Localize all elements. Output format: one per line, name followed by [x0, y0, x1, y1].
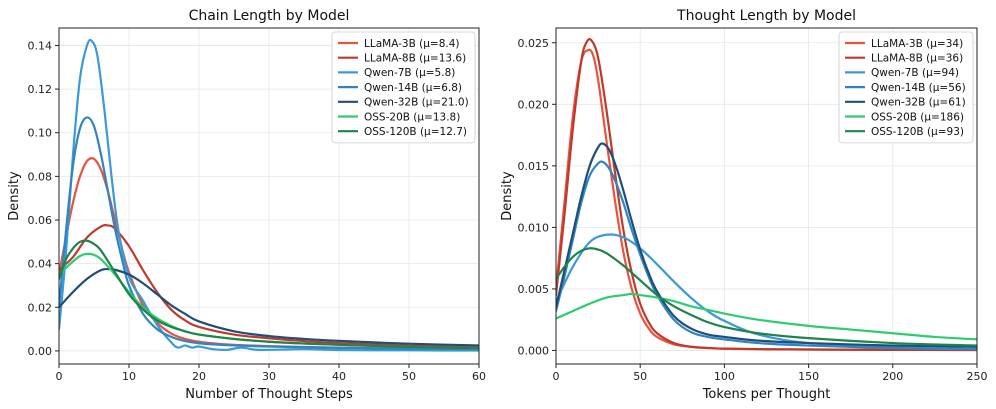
x-tick-label: 150 [798, 370, 819, 383]
x-tick-label: 60 [472, 370, 486, 383]
chart-title: Thought Length by Model [676, 8, 856, 24]
chart-1: 0 10 20 30 40 50 60 0.00 0.02 0.04 0.06 0.08 0.10 0.1… [7, 8, 486, 402]
legend-entry: LLaMA-3B (μ=8.4) [364, 38, 460, 50]
series-line-llama-8b [59, 224, 479, 349]
y-tick-label: 0.005 [518, 283, 550, 296]
y-tick-label: 0.14 [28, 39, 53, 52]
legend-entry: OSS-120B (μ=12.7) [364, 126, 467, 138]
x-axis-label: Number of Thought Steps [185, 387, 353, 402]
legend-box [838, 31, 974, 144]
y-tick-label: 0.12 [28, 83, 53, 96]
x-tick-label: 40 [332, 370, 346, 383]
x-tick-label: 200 [882, 370, 903, 383]
y-tick-label: 0.00 [28, 345, 53, 358]
axes-frame [555, 27, 978, 365]
legend-box [331, 31, 476, 144]
legend-entry: Qwen-14B (μ=56) [871, 82, 966, 94]
legend-entry: Qwen-32B (μ=61) [871, 97, 966, 109]
series-line-oss-20b [556, 292, 977, 341]
series-line-qwen-14b [556, 160, 977, 351]
x-axis-label: Tokens per Thought [702, 387, 831, 402]
y-tick-label: 0.10 [28, 127, 53, 140]
legend-entry: LLaMA-8B (μ=36) [871, 53, 963, 65]
y-axis-label: Density [500, 171, 515, 221]
series-line-qwen-14b [59, 116, 479, 351]
x-tick-label: 20 [192, 370, 206, 383]
series-line-qwen-7b [59, 38, 479, 352]
series-line-qwen-32b [556, 142, 977, 348]
series-line-llama-8b [556, 37, 977, 352]
legend: LLaMA-3B (μ=34) LLaMA-8B (μ=36) Qwen-7B (μ… [838, 31, 974, 144]
x-tick-label: 250 [967, 370, 988, 383]
y-tick-label: 0.06 [28, 214, 53, 227]
y-tick-label: 0.025 [518, 37, 550, 50]
y-tick-label: 0.08 [28, 170, 53, 183]
y-tick-label: 0.02 [28, 301, 53, 314]
x-tick-label: 0 [553, 370, 560, 383]
y-tick-label: 0.020 [518, 98, 550, 111]
legend-entry: OSS-20B (μ=186) [871, 111, 964, 123]
legend-entry: Qwen-14B (μ=6.8) [364, 82, 462, 94]
legend-entry: LLaMA-3B (μ=34) [871, 38, 963, 50]
x-tick-label: 10 [122, 370, 136, 383]
series-line-oss-120b [556, 247, 977, 347]
x-tick-label: 50 [633, 370, 647, 383]
y-tick-label: 0.015 [518, 160, 550, 173]
series-lines [59, 38, 479, 352]
y-tick-label: 0.000 [518, 344, 550, 357]
chart-title: Chain Length by Model [189, 8, 350, 24]
chart-2: 0 50 100 150 200 250 0.000 0.005 0.010 0.015 0.020… [500, 8, 988, 402]
legend-entry: OSS-20B (μ=13.8) [364, 111, 460, 123]
x-tick-label: 50 [402, 370, 416, 383]
legend-entry: LLaMA-8B (μ=13.6) [364, 53, 466, 65]
legend-entry: Qwen-7B (μ=5.8) [364, 67, 455, 79]
x-tick-label: 0 [56, 370, 63, 383]
legend-entry: Qwen-32B (μ=21.0) [364, 97, 469, 109]
series-line-qwen-32b [59, 267, 479, 347]
legend-entry: OSS-120B (μ=93) [871, 126, 964, 138]
y-tick-label: 0.04 [28, 258, 53, 271]
series-lines [556, 37, 977, 352]
y-tick-label: 0.010 [518, 221, 550, 234]
series-line-oss-120b [59, 239, 479, 350]
x-tick-label: 100 [714, 370, 735, 383]
x-tick-label: 30 [262, 370, 276, 383]
series-line-qwen-7b [556, 233, 977, 351]
y-axis-label: Density [7, 171, 22, 221]
legend-entry: Qwen-7B (μ=94) [871, 67, 959, 79]
legend: LLaMA-3B (μ=8.4) LLaMA-8B (μ=13.6) Qwen-7B… [331, 31, 476, 144]
